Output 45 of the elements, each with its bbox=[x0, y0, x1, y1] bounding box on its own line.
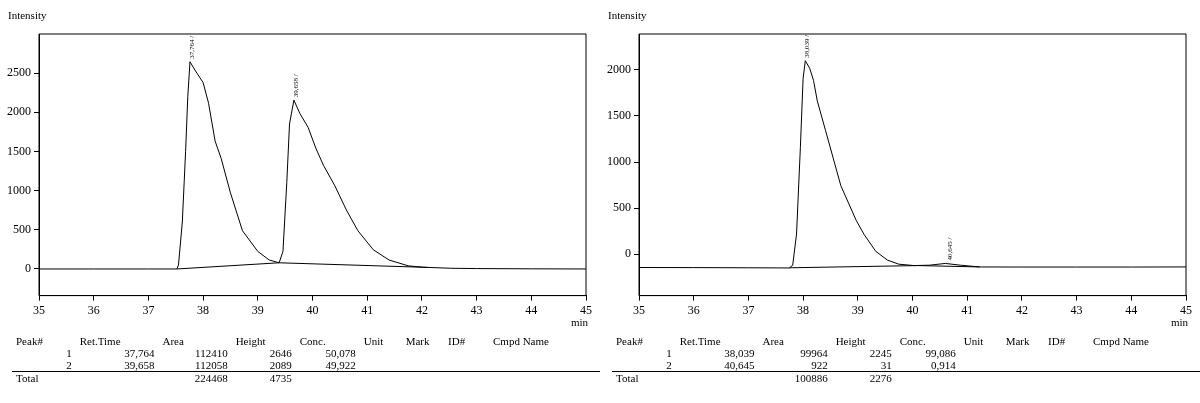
x-tick-label: 44 bbox=[525, 302, 538, 317]
text: Peak# Ret.Time Area Height Conc. Unit Mark ID# Cmpd Name bbox=[16, 335, 549, 347]
x-tick-label: 40 bbox=[906, 302, 919, 317]
text: 1 37,764 112410 2646 50,078 bbox=[66, 347, 356, 359]
x-axis-title: min bbox=[570, 315, 589, 328]
x-tick-label: 44 bbox=[1125, 302, 1138, 317]
y-tick-label: 1000 bbox=[7, 182, 31, 197]
x-tick-label: 36 bbox=[687, 302, 700, 317]
x-tick-label: 41 bbox=[361, 302, 374, 317]
y-tick-label: 1500 bbox=[7, 143, 31, 158]
x-tick-label: 40 bbox=[306, 302, 319, 317]
y-tick-label: 2000 bbox=[7, 104, 31, 119]
text: Total 224468 4735 bbox=[16, 372, 292, 384]
y-tick-label: 500 bbox=[13, 221, 31, 236]
x-tick-label: 42 bbox=[415, 302, 428, 317]
x-tick-label: 37 bbox=[142, 302, 155, 317]
text: 1 38,039 99964 2245 99,086 bbox=[666, 347, 956, 359]
y-tick-label: 2500 bbox=[7, 65, 31, 80]
x-tick-label: 42 bbox=[1015, 302, 1028, 317]
x-tick-label: 45 bbox=[580, 302, 592, 317]
x-tick-label: 39 bbox=[251, 302, 264, 317]
x-tick-label: 35 bbox=[33, 302, 45, 317]
x-tick-label: 38 bbox=[197, 302, 210, 317]
text: 2 40,645 922 31 0,914 bbox=[666, 359, 956, 371]
text: 2 39,658 112058 2089 49,922 bbox=[66, 359, 356, 371]
x-tick-label: 43 bbox=[470, 302, 483, 317]
x-tick-label: 41 bbox=[961, 302, 974, 317]
x-tick-label: 38 bbox=[797, 302, 810, 317]
y-tick-label: 1500 bbox=[607, 108, 631, 123]
x-tick-label: 45 bbox=[1180, 302, 1192, 317]
x-axis-title: min bbox=[1170, 315, 1189, 328]
text: Total 100886 2276 bbox=[616, 372, 892, 384]
x-tick-label: 39 bbox=[851, 302, 864, 317]
x-tick-label: 37 bbox=[742, 302, 755, 317]
y-axis-title: Intensity bbox=[8, 9, 47, 22]
y-tick-label: 0 bbox=[25, 261, 31, 276]
y-tick-label: 1000 bbox=[607, 154, 631, 169]
y-tick-label: 500 bbox=[613, 200, 631, 215]
y-axis-title: Intensity bbox=[608, 9, 647, 22]
x-tick-label: 43 bbox=[1070, 302, 1083, 317]
x-tick-label: 36 bbox=[87, 302, 100, 317]
y-tick-label: 2000 bbox=[607, 62, 631, 77]
text: Peak# Ret.Time Area Height Conc. Unit Mark ID# Cmpd Name bbox=[616, 335, 1149, 347]
y-tick-label: 0 bbox=[625, 246, 631, 261]
x-tick-label: 35 bbox=[633, 302, 645, 317]
